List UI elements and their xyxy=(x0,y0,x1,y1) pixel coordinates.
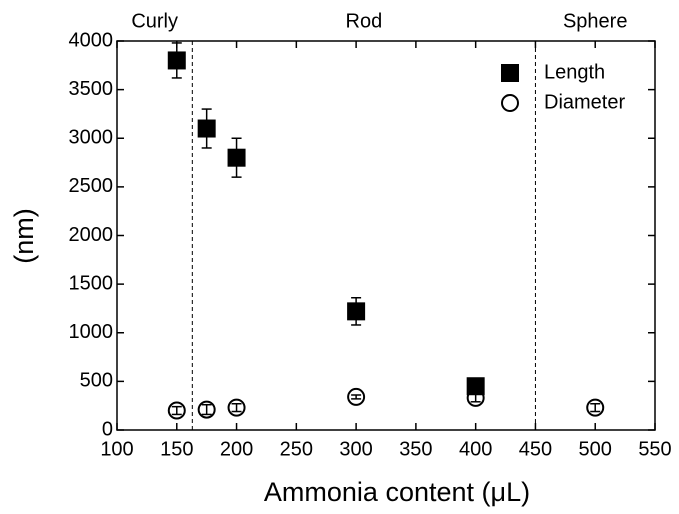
y-tick-label: 2500 xyxy=(69,175,114,197)
marker xyxy=(586,398,605,417)
x-tick-label: 250 xyxy=(280,438,313,460)
x-tick-label: 450 xyxy=(519,438,552,460)
y-tick-label: 4000 xyxy=(69,29,114,51)
y-tick-label: 3500 xyxy=(69,78,114,100)
legend-label: Length xyxy=(544,61,605,83)
marker xyxy=(197,119,216,138)
legend-marker xyxy=(501,94,519,112)
legend-marker xyxy=(501,64,519,82)
x-tick-label: 500 xyxy=(579,438,612,460)
x-axis-label: Ammonia content (μL) xyxy=(264,477,530,507)
marker xyxy=(167,51,186,70)
marker xyxy=(227,148,246,167)
marker xyxy=(347,302,366,321)
marker xyxy=(167,401,186,420)
y-tick-label: 1500 xyxy=(69,272,114,294)
x-tick-label: 400 xyxy=(459,438,492,460)
y-tick-label: 500 xyxy=(80,370,113,392)
x-tick-label: 200 xyxy=(220,438,253,460)
x-tick-label: 300 xyxy=(339,438,372,460)
legend-label: Diameter xyxy=(544,91,625,113)
marker xyxy=(227,398,246,417)
x-tick-label: 150 xyxy=(160,438,193,460)
y-tick-label: 3000 xyxy=(69,127,114,149)
y-tick-label: 0 xyxy=(102,418,113,440)
marker xyxy=(347,387,366,406)
region-label: Rod xyxy=(346,10,383,32)
marker xyxy=(197,400,216,419)
marker xyxy=(466,388,485,407)
y-tick-label: 2000 xyxy=(69,224,114,246)
region-label: Sphere xyxy=(563,10,628,32)
y-axis-label: (nm) xyxy=(9,208,39,264)
region-label: Curly xyxy=(131,10,178,32)
y-tick-label: 1000 xyxy=(69,321,114,343)
x-tick-label: 350 xyxy=(399,438,432,460)
x-tick-label: 100 xyxy=(100,438,133,460)
x-tick-label: 550 xyxy=(638,438,671,460)
